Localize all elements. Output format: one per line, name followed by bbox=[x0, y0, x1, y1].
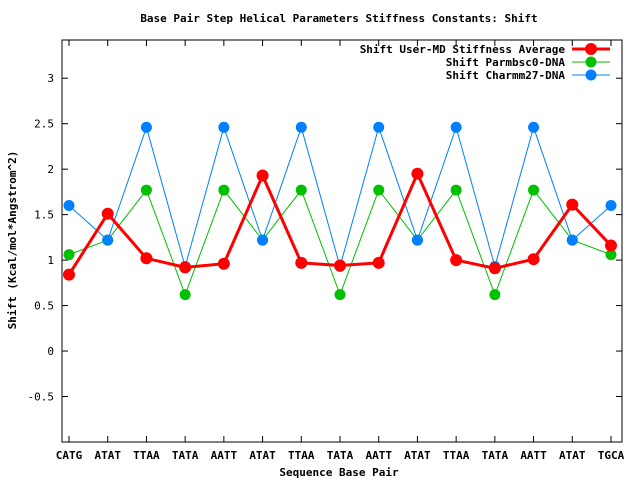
x-tick-label: ATAT bbox=[94, 449, 121, 462]
data-point bbox=[101, 207, 114, 220]
data-point bbox=[605, 239, 617, 252]
data-point bbox=[334, 289, 346, 301]
series-line-2 bbox=[68, 125, 612, 269]
data-point bbox=[257, 234, 269, 246]
chart-title: Base Pair Step Helical Parameters Stiffn… bbox=[140, 12, 537, 25]
legend-label: Shift User-MD Stiffness Average bbox=[360, 43, 566, 56]
y-tick-label: 2 bbox=[47, 163, 54, 176]
y-tick-label: 3 bbox=[47, 72, 54, 85]
data-point bbox=[527, 253, 540, 266]
data-point bbox=[256, 169, 269, 182]
y-tick-label: -0.5 bbox=[28, 391, 55, 404]
data-point bbox=[605, 200, 617, 212]
x-tick-label: ATAT bbox=[404, 449, 431, 462]
legend-marker bbox=[585, 43, 597, 55]
data-point bbox=[140, 252, 153, 265]
data-point bbox=[450, 121, 462, 133]
plot-frame bbox=[61, 39, 623, 443]
x-tick-label: ATAT bbox=[559, 449, 586, 462]
data-point bbox=[373, 184, 385, 196]
data-point bbox=[218, 121, 230, 133]
data-point bbox=[179, 261, 192, 274]
data-point bbox=[179, 289, 191, 301]
legend-label: Shift Charmm27-DNA bbox=[446, 69, 566, 82]
y-tick-label: 1.5 bbox=[34, 209, 54, 222]
x-tick-label: AATT bbox=[211, 449, 238, 462]
data-point bbox=[411, 167, 424, 180]
data-point bbox=[373, 121, 385, 133]
legend-marker bbox=[585, 56, 597, 68]
x-tick-label: ATAT bbox=[249, 449, 276, 462]
data-point bbox=[295, 121, 307, 133]
data-point bbox=[140, 184, 152, 196]
x-tick-label: TTAA bbox=[133, 449, 160, 462]
x-tick-label: TTAA bbox=[288, 449, 315, 462]
x-tick-label: CATG bbox=[56, 449, 83, 462]
legend-marker bbox=[585, 69, 597, 81]
y-tick-label: 1 bbox=[47, 254, 54, 267]
x-tick-label: AATT bbox=[365, 449, 392, 462]
data-point bbox=[218, 184, 230, 196]
data-point bbox=[411, 234, 423, 246]
data-point bbox=[488, 262, 501, 275]
x-tick-label: TATA bbox=[327, 449, 354, 462]
data-point bbox=[63, 200, 75, 212]
y-tick-label: 0 bbox=[47, 345, 54, 358]
x-axis-label: Sequence Base Pair bbox=[279, 466, 399, 479]
y-tick-label: 2.5 bbox=[34, 118, 54, 131]
data-point bbox=[566, 234, 578, 246]
series-line-1 bbox=[68, 189, 612, 297]
data-point bbox=[489, 289, 501, 301]
data-point bbox=[295, 184, 307, 196]
data-point bbox=[140, 121, 152, 133]
data-point bbox=[528, 121, 540, 133]
data-point bbox=[450, 254, 463, 267]
data-point bbox=[528, 184, 540, 196]
data-point bbox=[63, 268, 75, 281]
data-point bbox=[566, 198, 579, 211]
legend-label: Shift Parmbsc0-DNA bbox=[446, 56, 566, 69]
data-point bbox=[217, 257, 230, 270]
data-point bbox=[334, 259, 346, 272]
x-tick-label: TATA bbox=[172, 449, 199, 462]
data-point bbox=[102, 234, 114, 246]
x-tick-label: AATT bbox=[520, 449, 547, 462]
data-point bbox=[372, 256, 385, 269]
y-tick-label: 0.5 bbox=[34, 300, 54, 313]
y-axis-label: Shift (Kcal/mol*Angstrom^2) bbox=[6, 151, 19, 330]
data-point bbox=[295, 256, 308, 269]
data-point bbox=[605, 249, 617, 261]
x-tick-label: TATA bbox=[482, 449, 509, 462]
data-point bbox=[450, 184, 462, 196]
x-tick-label: TTAA bbox=[443, 449, 470, 462]
x-tick-label: TGCA bbox=[598, 449, 625, 462]
data-point bbox=[63, 249, 75, 261]
